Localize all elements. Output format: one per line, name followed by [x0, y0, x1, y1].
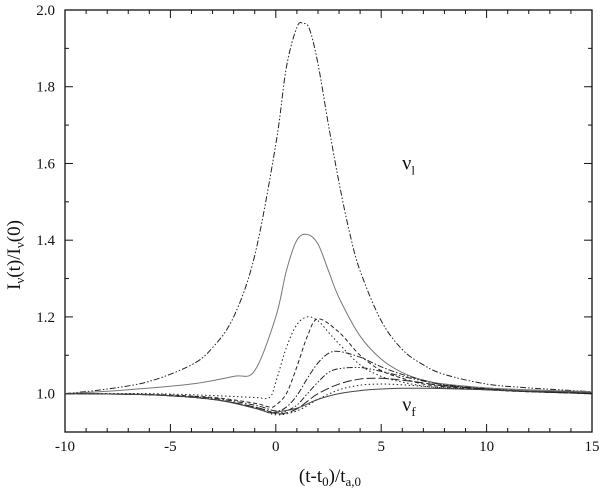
- y-axis-title: Iν(t)/Iν(0): [4, 220, 27, 290]
- series-line-1: [64, 21, 593, 395]
- y-tick-label: 1.4: [36, 233, 55, 249]
- series-line-5: [64, 350, 593, 412]
- x-tick-label: 0: [272, 439, 280, 455]
- series-line-9: [64, 387, 593, 414]
- y-tick-label: 1.0: [36, 387, 55, 403]
- series-layer: [64, 21, 593, 416]
- y-tick-label: 1.8: [36, 80, 55, 96]
- plot-frame: [64, 9, 593, 433]
- series-line-3: [64, 316, 593, 400]
- y-tick-label: 2.0: [36, 3, 55, 19]
- x-tick-label: 15: [585, 439, 600, 455]
- x-tick-label: -5: [164, 439, 177, 455]
- series-line-2: [64, 233, 593, 395]
- x-axis-title: (t-t0)/ta,0: [299, 466, 361, 489]
- axis-tick-labels: -10 -5 0 5 10 15 1.0 1.2 1.4 1.6 1.8 2.0: [36, 3, 599, 455]
- annotation-nu-l: νl: [402, 152, 415, 177]
- x-tick-label: -10: [55, 439, 75, 455]
- x-tick-label: 10: [479, 439, 494, 455]
- series-line-7: [64, 377, 593, 415]
- y-tick-label: 1.6: [36, 156, 55, 172]
- annotation-nu-f: νf: [402, 394, 416, 419]
- series-line-6: [64, 366, 593, 414]
- series-line-4: [64, 318, 593, 408]
- axis-ticks: [64, 9, 593, 433]
- x-tick-label: 5: [377, 439, 385, 455]
- y-tick-label: 1.2: [36, 310, 55, 326]
